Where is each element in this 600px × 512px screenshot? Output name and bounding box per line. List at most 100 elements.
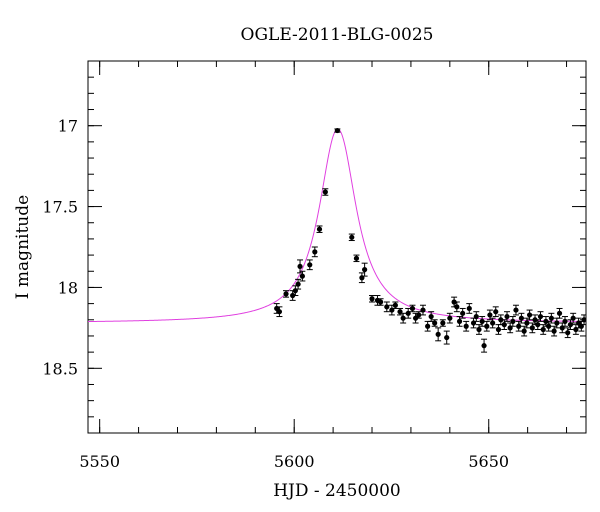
y-axis-label: I magnitude [13, 195, 33, 299]
point-marker [384, 304, 390, 310]
data-point [431, 319, 438, 327]
point-marker [307, 262, 313, 268]
model-curve [88, 128, 586, 323]
point-marker [495, 326, 502, 333]
data-point [572, 324, 579, 335]
point-marker [312, 249, 318, 255]
data-point [446, 312, 453, 324]
point-marker [518, 315, 525, 321]
data-point [473, 311, 480, 322]
point-marker [276, 309, 283, 315]
point-marker [554, 320, 560, 326]
point-marker [548, 315, 554, 321]
point-marker [425, 323, 431, 329]
point-marker [524, 320, 530, 326]
point-marker [493, 309, 499, 315]
data-point [428, 311, 435, 322]
data-point [518, 312, 525, 324]
minor-ticks [88, 61, 586, 433]
data-point [439, 319, 446, 327]
point-marker [540, 326, 546, 333]
data-point [453, 301, 460, 313]
point-marker [299, 273, 305, 279]
data-point [443, 330, 450, 345]
major-ticks [88, 61, 586, 433]
y-tick-label: 17.5 [42, 198, 78, 217]
point-marker [537, 313, 544, 320]
data-point [358, 272, 365, 284]
point-marker [322, 189, 328, 195]
point-marker [412, 315, 419, 321]
point-marker [316, 226, 323, 232]
plot-area: 5550 5600 5650 17 17.5 18 18.5 [42, 60, 587, 471]
data-point [392, 301, 399, 309]
point-marker [409, 305, 416, 312]
point-marker [513, 307, 519, 313]
point-marker [432, 320, 438, 326]
data-point [466, 303, 473, 314]
point-marker [476, 326, 482, 333]
data-point [295, 278, 302, 290]
data-point [353, 254, 360, 263]
data-point [545, 320, 552, 332]
data-point [470, 317, 477, 329]
data-point [561, 316, 568, 327]
data-point [283, 290, 290, 298]
point-marker [400, 315, 406, 321]
data-point [415, 311, 422, 319]
data-point [521, 325, 528, 337]
data-point [504, 311, 511, 322]
data-point [299, 270, 306, 282]
point-marker [526, 312, 533, 318]
y-tick-label: 18.5 [42, 359, 78, 378]
data-point [369, 295, 376, 303]
point-marker [473, 313, 479, 320]
data-point [459, 307, 466, 319]
data-point [551, 325, 558, 337]
point-marker [546, 323, 552, 329]
data-point [495, 324, 502, 335]
point-marker [349, 234, 355, 240]
point-marker [444, 334, 450, 341]
data-point [492, 306, 499, 318]
point-marker [454, 304, 460, 310]
data-point [556, 307, 563, 319]
point-marker [501, 322, 507, 328]
data-point [553, 317, 560, 329]
y-tick-label: 18 [58, 278, 78, 297]
point-marker [463, 323, 469, 329]
data-point [424, 320, 431, 332]
point-marker [377, 299, 384, 305]
y-tick-labels: 17 17.5 18 18.5 [42, 117, 78, 379]
data-point [581, 314, 586, 326]
point-marker [420, 307, 426, 313]
data-point [306, 259, 313, 271]
data-point [559, 322, 566, 334]
point-marker [460, 310, 466, 316]
data-point [361, 262, 368, 277]
y-tick-label: 17 [58, 117, 78, 136]
data-point [548, 312, 555, 324]
data-point [322, 188, 329, 196]
point-marker [435, 331, 441, 337]
data-point [526, 309, 533, 321]
point-marker [490, 320, 496, 326]
point-marker [295, 281, 301, 287]
data-point [334, 127, 341, 134]
point-marker [297, 263, 303, 270]
point-marker [479, 318, 485, 324]
point-marker [369, 296, 375, 302]
data-point [476, 324, 483, 335]
data-point [435, 327, 442, 342]
data-point [276, 306, 283, 318]
point-marker [521, 328, 527, 334]
x-tick-label: 5650 [468, 452, 509, 471]
x-axis-label: HJD - 2450000 [273, 481, 401, 501]
point-marker [428, 313, 434, 320]
data-point [297, 259, 304, 274]
data-point [489, 317, 496, 329]
point-marker [283, 291, 289, 297]
x-tick-labels: 5550 5600 5650 [79, 452, 509, 471]
data-point [481, 338, 488, 353]
